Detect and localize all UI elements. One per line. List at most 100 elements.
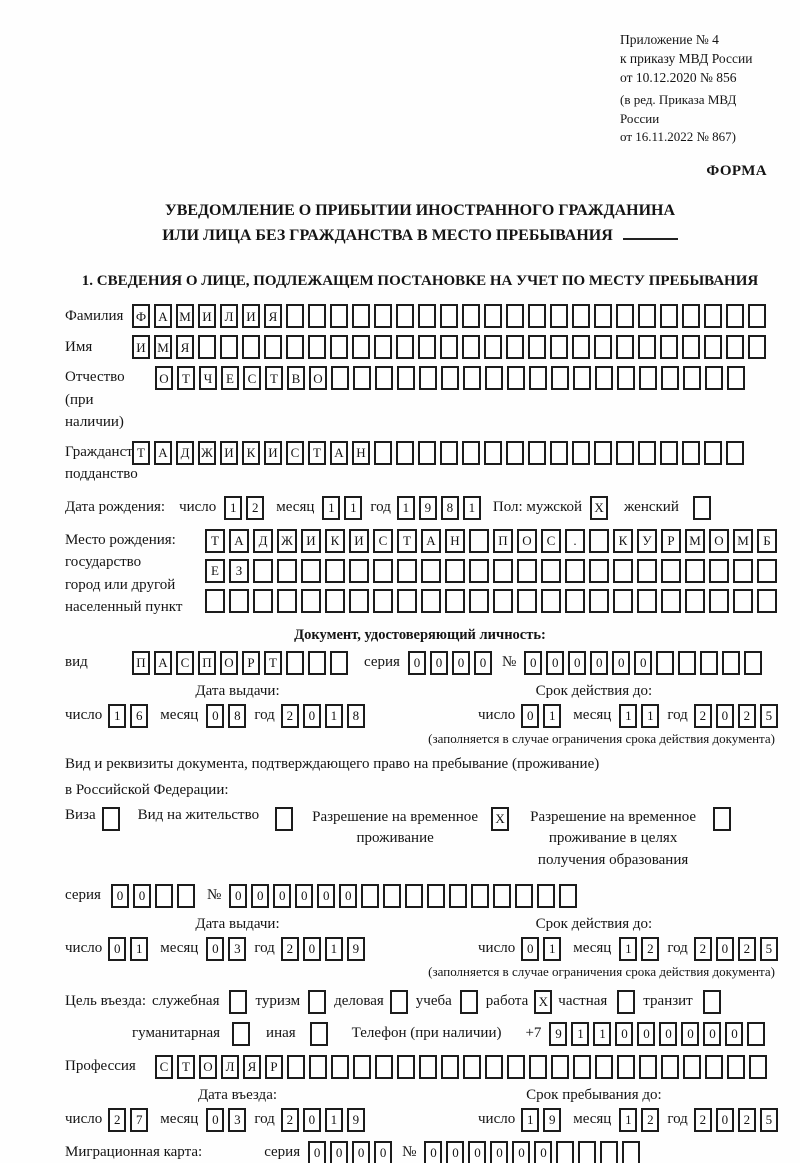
char-cell[interactable]	[565, 588, 585, 613]
char-cell[interactable]	[661, 588, 681, 613]
char-cell[interactable]: 0	[424, 1140, 443, 1163]
char-cell[interactable]: А	[421, 528, 441, 553]
char-cell[interactable]	[374, 335, 392, 360]
char-cell[interactable]	[440, 335, 458, 360]
char-cell[interactable]	[286, 335, 304, 360]
purpose-other-checkbox[interactable]	[309, 1021, 328, 1046]
char-cell[interactable]: 0	[725, 1021, 744, 1046]
char-cell[interactable]: Т	[177, 1054, 195, 1079]
char-cell[interactable]	[573, 1054, 591, 1079]
char-cell[interactable]: 8	[440, 495, 459, 520]
char-cell[interactable]	[537, 883, 556, 908]
char-cell[interactable]: Д	[253, 528, 273, 553]
char-cell[interactable]: 2	[280, 703, 299, 728]
char-cell[interactable]: 1	[571, 1021, 590, 1046]
char-cell[interactable]: 3	[228, 936, 247, 961]
char-cell[interactable]: Р	[265, 1054, 283, 1079]
sex-male-checkbox[interactable]: X	[590, 495, 609, 520]
char-cell[interactable]	[589, 528, 609, 553]
char-cell[interactable]: 1	[108, 703, 127, 728]
char-cell[interactable]	[277, 588, 297, 613]
char-cell[interactable]: Ж	[198, 440, 216, 465]
char-cell[interactable]: 9	[346, 1107, 365, 1132]
char-cell[interactable]: 2	[280, 936, 299, 961]
char-cell[interactable]: 0	[612, 650, 631, 675]
char-cell[interactable]: 8	[346, 703, 365, 728]
char-cell[interactable]	[616, 440, 634, 465]
char-cell[interactable]	[331, 1054, 349, 1079]
char-cell[interactable]: О	[517, 528, 537, 553]
char-cell[interactable]	[331, 366, 349, 391]
char-cell[interactable]	[485, 1054, 503, 1079]
char-cell[interactable]: Я	[264, 304, 282, 329]
char-cell[interactable]	[506, 335, 524, 360]
char-cell[interactable]: Р	[242, 650, 260, 675]
char-cell[interactable]: 0	[659, 1021, 678, 1046]
char-cell[interactable]: 0	[308, 1140, 327, 1163]
char-cell[interactable]: Ж	[277, 528, 297, 553]
char-cell[interactable]	[198, 335, 216, 360]
char-cell[interactable]	[205, 588, 225, 613]
char-cell[interactable]: Н	[352, 440, 370, 465]
char-cell[interactable]	[374, 304, 392, 329]
char-cell[interactable]: 0	[229, 883, 248, 908]
char-cell[interactable]	[726, 304, 744, 329]
char-cell[interactable]: Е	[221, 366, 239, 391]
char-cell[interactable]	[484, 304, 502, 329]
char-cell[interactable]: 2	[693, 936, 712, 961]
char-cell[interactable]: 0	[302, 1107, 321, 1132]
char-cell[interactable]	[493, 588, 513, 613]
char-cell[interactable]	[705, 366, 723, 391]
char-cell[interactable]: К	[242, 440, 260, 465]
char-cell[interactable]: Н	[445, 528, 465, 553]
char-cell[interactable]: Т	[265, 366, 283, 391]
char-cell[interactable]: 0	[339, 883, 358, 908]
char-cell[interactable]: Т	[308, 440, 326, 465]
char-cell[interactable]	[616, 335, 634, 360]
char-cell[interactable]	[352, 335, 370, 360]
char-cell[interactable]	[469, 588, 489, 613]
char-cell[interactable]: 0	[473, 650, 492, 675]
char-cell[interactable]	[353, 1054, 371, 1079]
char-cell[interactable]	[559, 883, 578, 908]
char-cell[interactable]: 0	[429, 650, 448, 675]
purpose-private-checkbox[interactable]	[617, 989, 636, 1014]
char-cell[interactable]: 1	[462, 495, 481, 520]
char-cell[interactable]	[727, 1054, 745, 1079]
char-cell[interactable]	[176, 883, 195, 908]
char-cell[interactable]	[683, 366, 701, 391]
char-cell[interactable]	[352, 304, 370, 329]
char-cell[interactable]	[375, 1054, 393, 1079]
char-cell[interactable]: 0	[206, 1107, 225, 1132]
char-cell[interactable]: 5	[759, 936, 778, 961]
char-cell[interactable]	[154, 883, 173, 908]
char-cell[interactable]: О	[709, 528, 729, 553]
char-cell[interactable]: М	[154, 335, 172, 360]
char-cell[interactable]	[660, 304, 678, 329]
char-cell[interactable]	[449, 883, 468, 908]
char-cell[interactable]: 9	[418, 495, 437, 520]
char-cell[interactable]: Е	[205, 558, 225, 583]
char-cell[interactable]	[493, 558, 513, 583]
char-cell[interactable]: 0	[302, 703, 321, 728]
temp-residence-checkbox[interactable]: X	[491, 806, 510, 831]
char-cell[interactable]: М	[685, 528, 705, 553]
char-cell[interactable]: 0	[302, 936, 321, 961]
char-cell[interactable]: 0	[715, 1107, 734, 1132]
char-cell[interactable]: 7	[130, 1107, 149, 1132]
char-cell[interactable]	[308, 304, 326, 329]
char-cell[interactable]	[462, 440, 480, 465]
char-cell[interactable]	[589, 558, 609, 583]
char-cell[interactable]: 9	[346, 936, 365, 961]
char-cell[interactable]	[550, 440, 568, 465]
char-cell[interactable]	[325, 588, 345, 613]
